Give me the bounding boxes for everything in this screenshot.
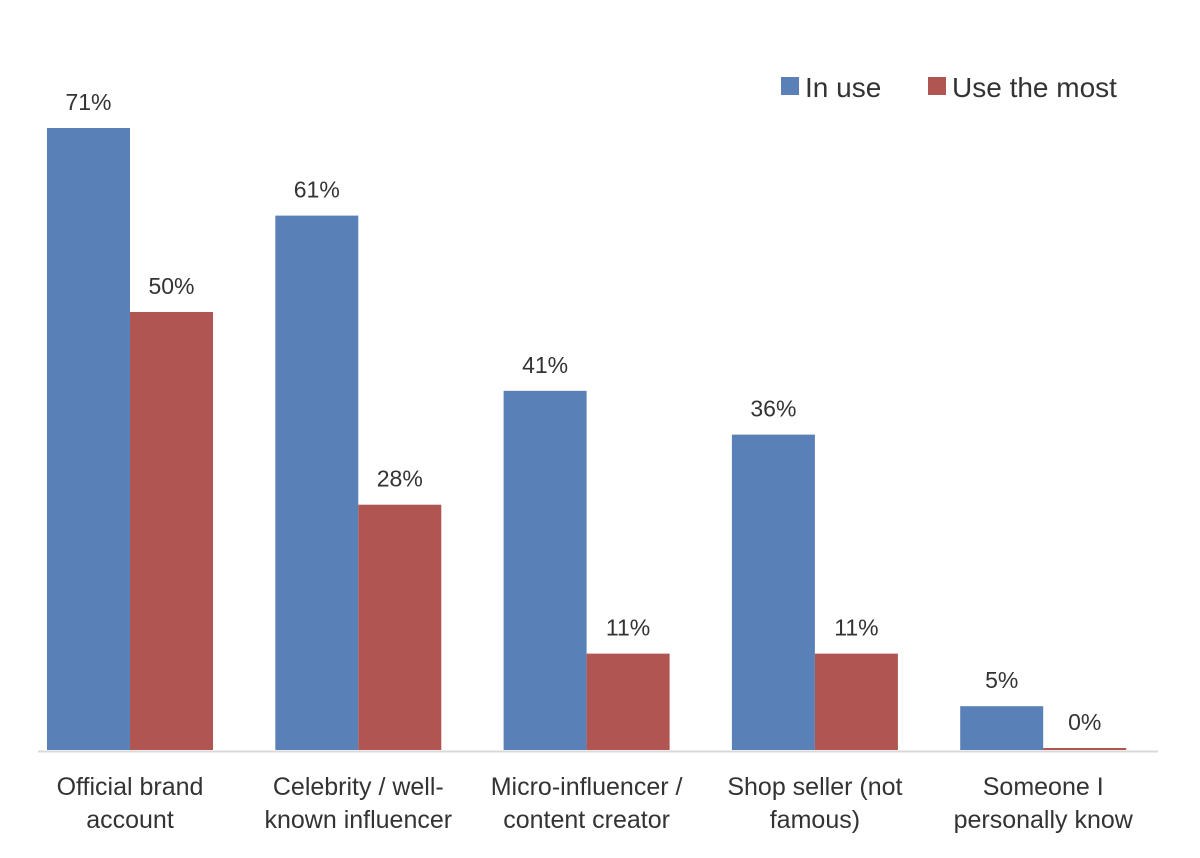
x-tick-label-1-line-1: known influencer (264, 806, 452, 834)
bar-in-use-4 (960, 706, 1044, 750)
data-label-in-use-1: 61% (294, 177, 340, 203)
x-tick-label-3-line-0: Shop seller (not (727, 773, 902, 801)
data-label-in-use-3: 36% (750, 396, 796, 422)
data-label-in-use-4: 5% (985, 667, 1018, 693)
data-label-use-the-most-1: 28% (377, 466, 423, 492)
legend-swatch-in-use (781, 77, 799, 95)
bars-layer (47, 128, 1127, 750)
x-tick-label-0-line-1: account (86, 806, 174, 834)
x-tick-label-4-line-0: Someone I (983, 773, 1104, 801)
value-labels-layer: 71% 61% 41% 36% 5% 50% 28% 11% 11% 0% (65, 89, 1101, 735)
bar-use-the-most-2 (586, 653, 670, 750)
x-tick-label-2-line-1: content creator (503, 806, 670, 834)
bar-use-the-most-1 (358, 504, 442, 750)
x-tick-label-4-line-1: personally know (954, 806, 1134, 834)
data-label-use-the-most-2: 11% (606, 615, 650, 641)
category-labels-layer: Official brand account Celebrity / well-kn… (57, 773, 1134, 834)
data-label-use-the-most-0: 50% (148, 273, 194, 299)
data-label-in-use-2: 41% (522, 352, 568, 378)
legend-swatch-use-the-most (928, 77, 946, 95)
bar-in-use-3 (731, 434, 815, 750)
bar-in-use-2 (503, 390, 587, 750)
data-label-use-the-most-3: 11% (834, 615, 878, 641)
bar-use-the-most-3 (814, 653, 898, 750)
x-tick-label-0-line-0: Official brand (57, 773, 204, 801)
bar-in-use-0 (47, 128, 130, 750)
data-label-in-use-0: 71% (65, 89, 111, 115)
x-tick-label-1-line-0: Celebrity / well- (273, 773, 444, 801)
x-tick-label-2-line-0: Micro-influencer / (491, 773, 683, 801)
x-tick-label-3-line-1: famous) (770, 806, 860, 834)
bar-in-use-1 (275, 215, 359, 750)
bar-use-the-most-4 (1043, 748, 1127, 750)
data-label-use-the-most-4: 0% (1068, 709, 1101, 735)
legend-label-use-the-most: Use the most (952, 72, 1117, 103)
legend-label-in-use: In use (805, 72, 881, 103)
legend: In use Use the most (781, 72, 1117, 103)
bar-use-the-most-0 (130, 311, 213, 750)
